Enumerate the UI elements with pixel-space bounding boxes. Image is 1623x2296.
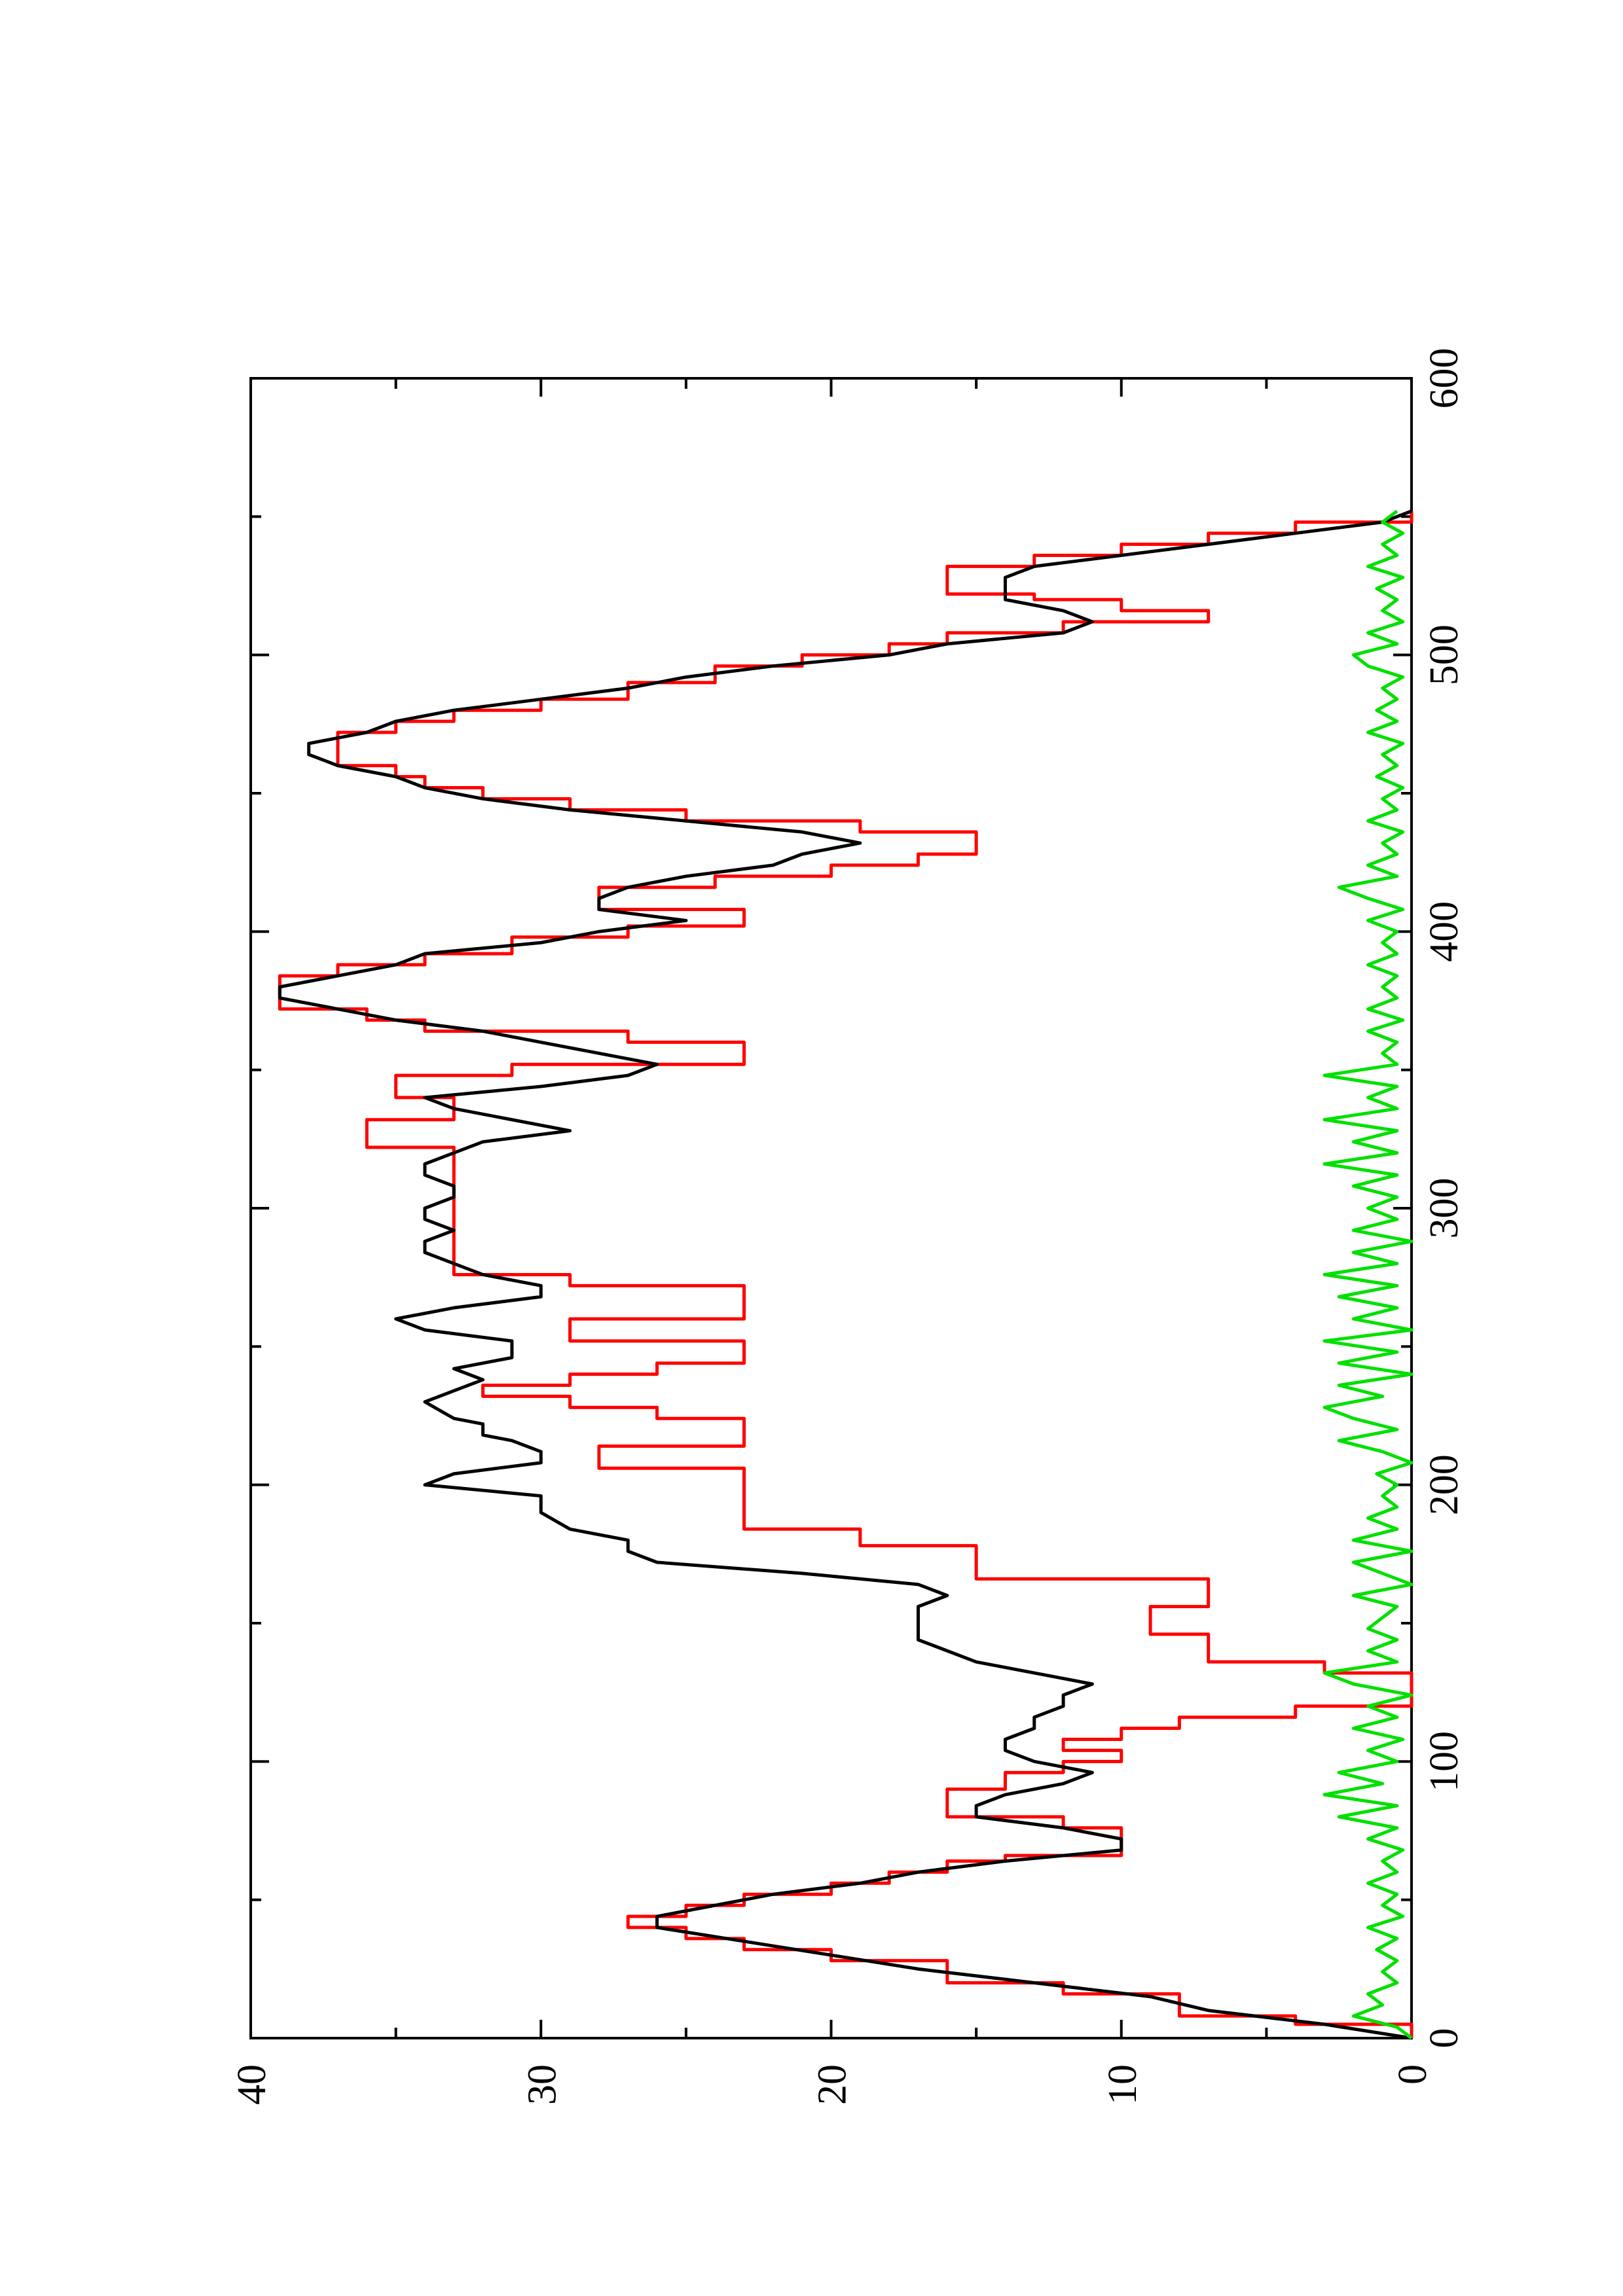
x-tick-label: 600 [1422,348,1467,409]
x-tick-label: 500 [1422,624,1467,685]
chart-series [278,509,1413,2040]
series-line-2 [278,509,1412,2040]
series-line-3 [1322,509,1413,2039]
y-tick-label: 0 [1391,2064,1435,2085]
y-tick-label: 20 [811,2064,855,2105]
x-tick-label: 300 [1422,1178,1467,1239]
series-line-1 [278,511,1413,2038]
y-tick-label: 30 [520,2064,564,2105]
x-tick-label: 0 [1422,2028,1467,2049]
axis-tick-labels: 0 100 200 300 400 500 600 0 10 20 30 40 [230,348,1467,2106]
x-tick-label: 400 [1422,901,1467,962]
y-tick-label: 10 [1101,2064,1145,2105]
y-tick-label: 40 [230,2064,274,2105]
x-tick-label: 200 [1422,1454,1467,1515]
x-tick-label: 100 [1422,1731,1467,1792]
axis-ticks [249,377,1413,2039]
